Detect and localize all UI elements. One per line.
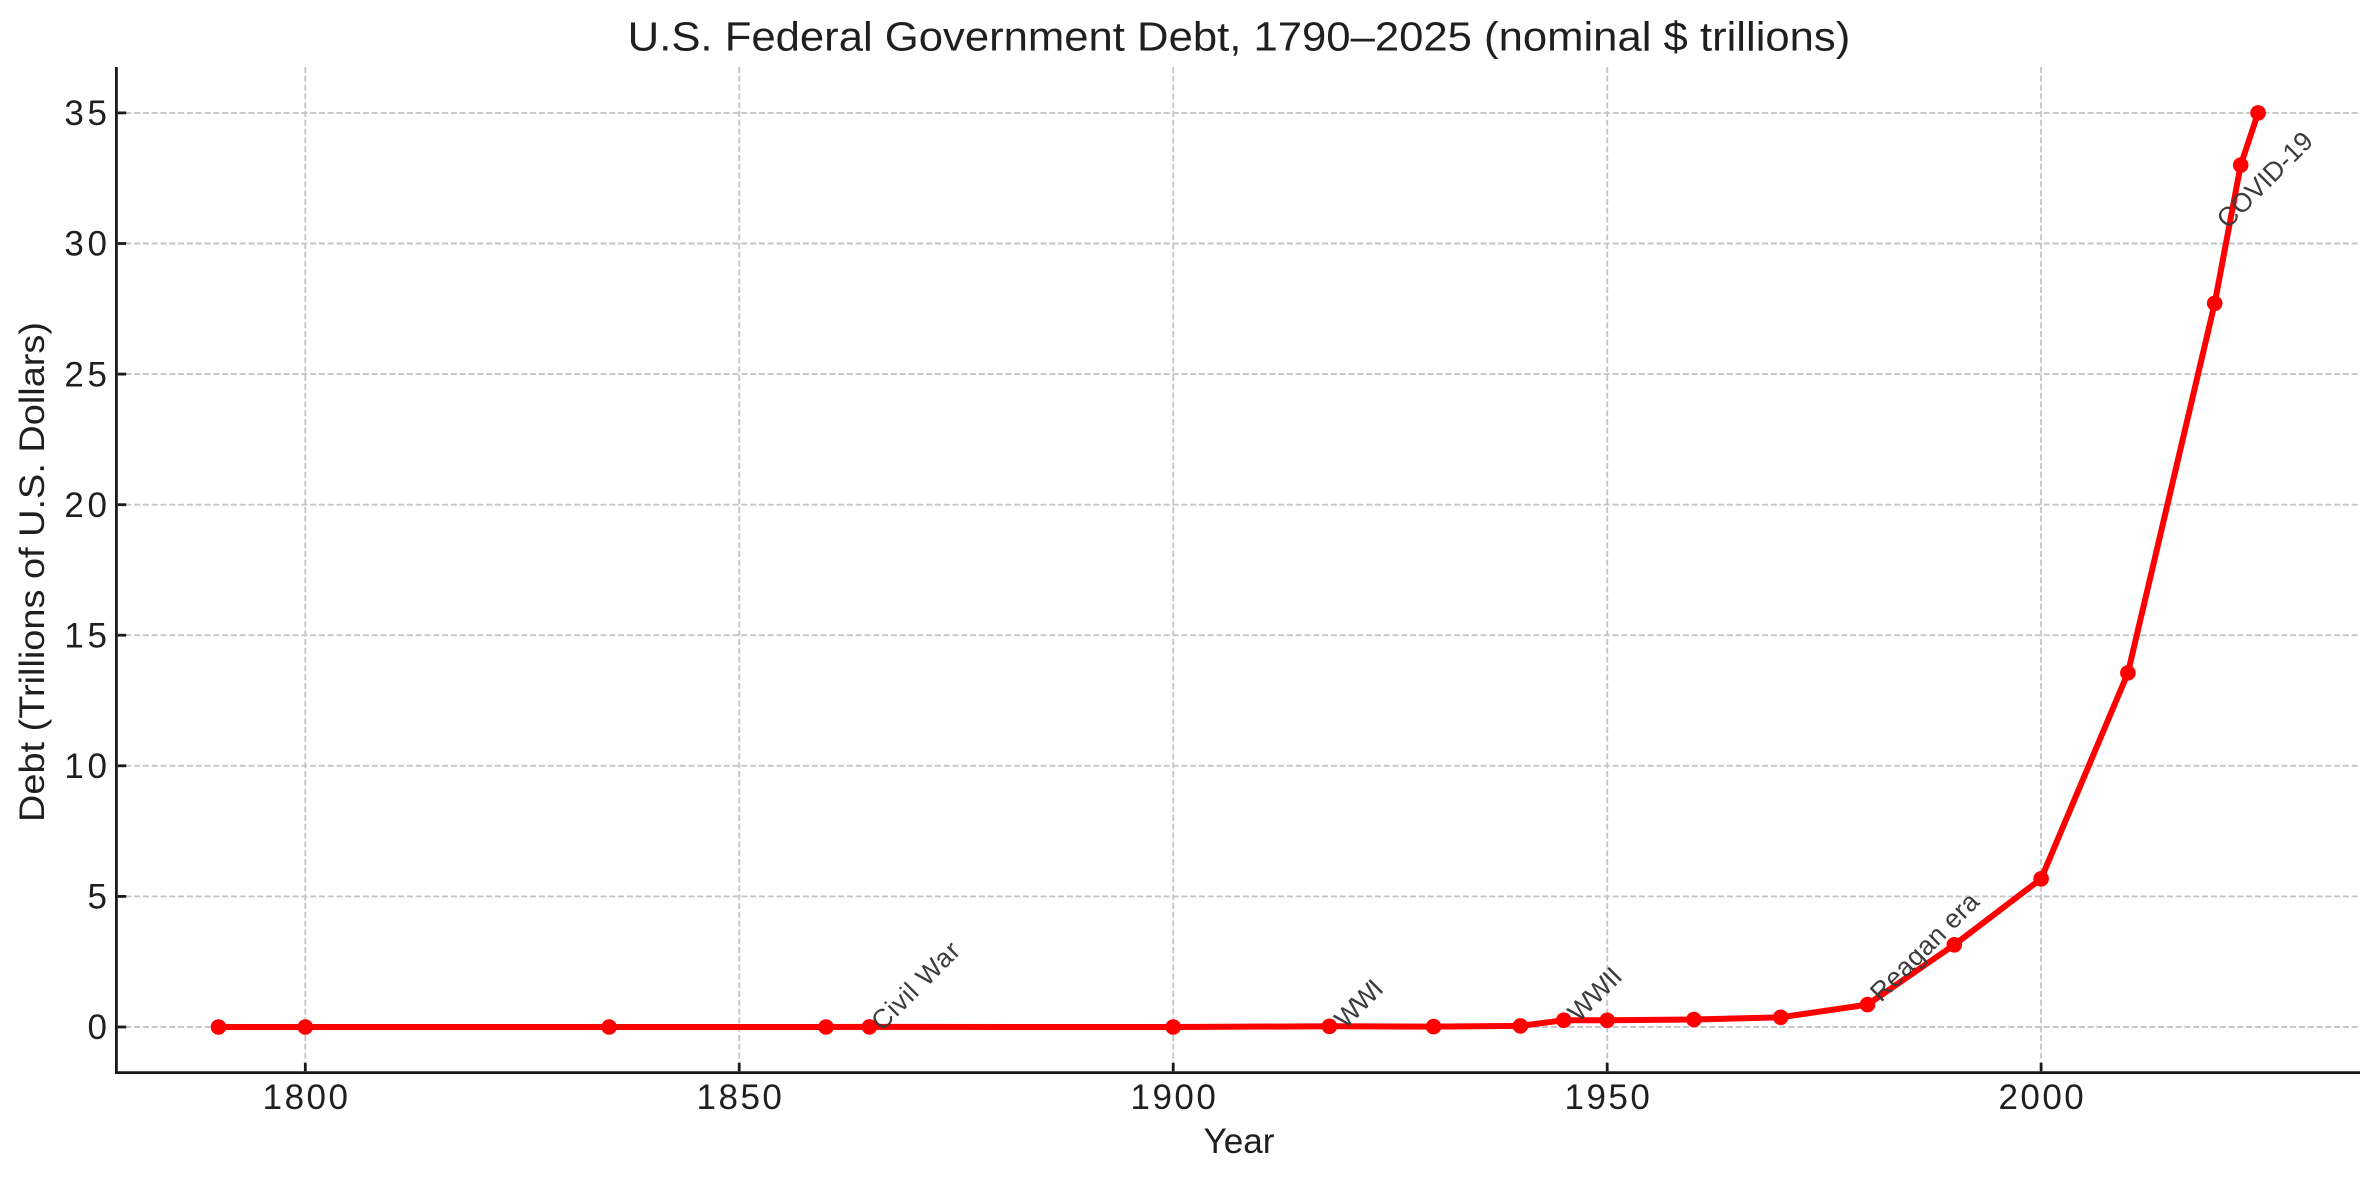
svg-text:5: 5 [88, 878, 107, 917]
svg-text:Debt (Trillions of U.S. Dollar: Debt (Trillions of U.S. Dollars) [13, 322, 52, 822]
svg-text:U.S. Federal Government Debt,: U.S. Federal Government Debt, 1790–2025 … [628, 14, 1851, 60]
svg-text:Year: Year [1204, 1122, 1275, 1161]
svg-text:0: 0 [88, 1008, 107, 1047]
